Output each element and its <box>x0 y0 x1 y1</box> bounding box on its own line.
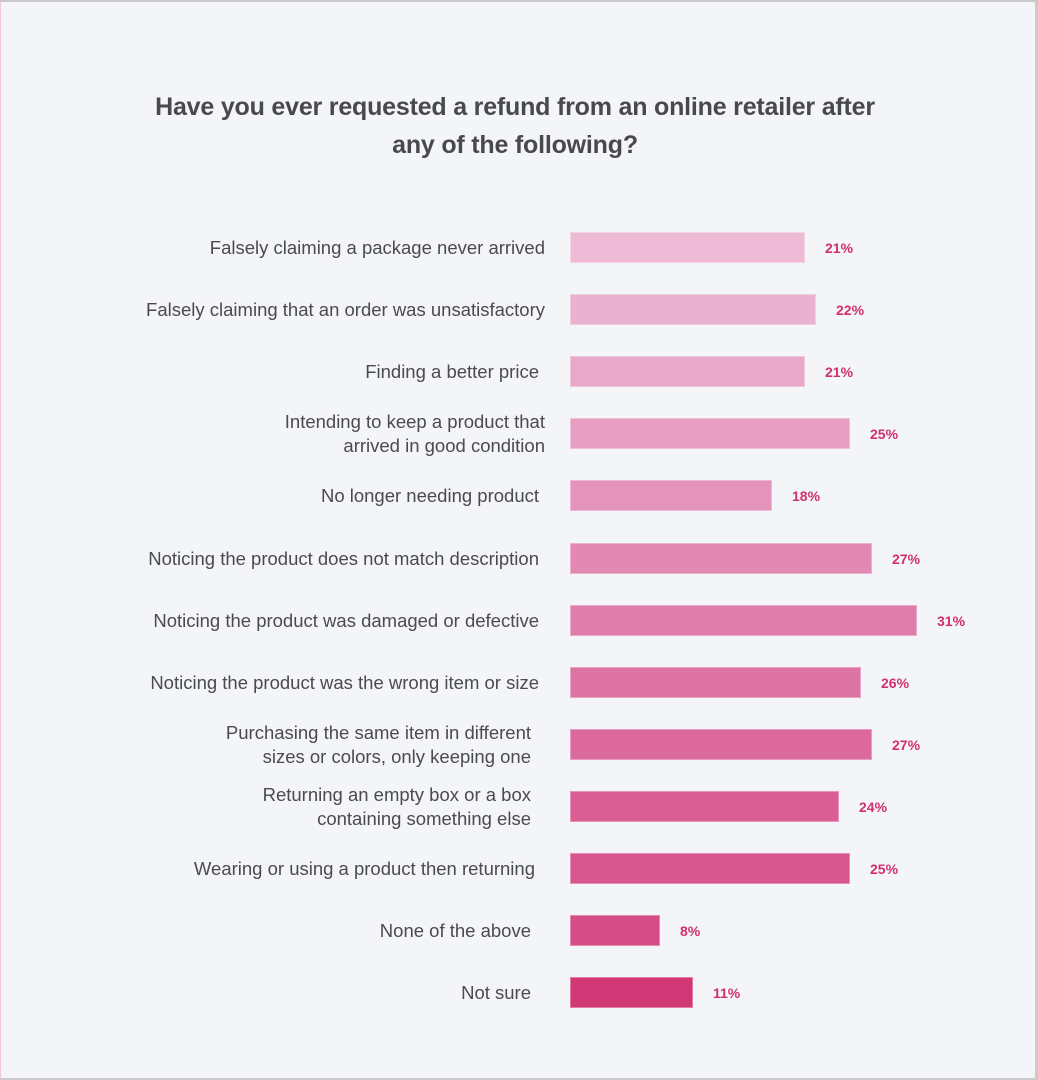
bar <box>570 977 693 1008</box>
category-label-text: None of the above <box>380 919 531 943</box>
category-label: Returning an empty box or a box containin… <box>51 778 531 836</box>
bar <box>570 543 872 574</box>
bar <box>570 915 660 946</box>
chart-row: Falsely claiming that an order was unsat… <box>0 294 1038 325</box>
category-label-line1: Noticing the product was damaged or defe… <box>153 609 539 631</box>
value-label: 27% <box>892 550 921 567</box>
bar <box>570 418 850 449</box>
chart-title: Have you ever requested a refund from an… <box>155 93 875 159</box>
category-label: Purchasing the same item in different siz… <box>51 716 531 774</box>
chart-row: No longer needing product 18% <box>0 480 1038 511</box>
chart-row: Intending to keep a product that arrived … <box>0 411 1038 456</box>
chart-row: Falsely claiming a package never arrived… <box>0 232 1038 263</box>
chart-row: Noticing the product does not match desc… <box>0 543 1038 574</box>
bar <box>570 356 805 387</box>
category-label: Not sure <box>51 977 531 1008</box>
category-label-text: Not sure <box>461 981 531 1005</box>
value-label: 11% <box>713 984 741 1001</box>
category-label-text: Falsely claiming a package never arrived <box>210 236 545 260</box>
bar <box>570 791 839 822</box>
bar <box>570 232 805 263</box>
category-label-text: Falsely claiming that an order was unsat… <box>146 298 545 322</box>
category-label-line1: None of the above <box>379 919 531 941</box>
category-label: Intending to keep a product that arrived … <box>65 405 545 463</box>
category-label-text: Noticing the product was the wrong item … <box>150 671 539 695</box>
category-label-text: Finding a better price <box>365 360 539 384</box>
chart-row: Purchasing the same item in different siz… <box>0 722 1038 767</box>
category-label-line1: Noticing the product was the wrong item … <box>150 671 539 693</box>
category-label-line1: Intending to keep a product that <box>284 411 545 432</box>
bar <box>570 480 772 511</box>
category-label: Falsely claiming a package never arrived <box>65 232 545 263</box>
value-label: 8% <box>680 922 701 939</box>
category-label: Wearing or using a product then returnin… <box>55 853 535 884</box>
value-label: 31% <box>937 612 966 629</box>
chart-row: Wearing or using a product then returnin… <box>0 853 1038 884</box>
category-label: None of the above <box>51 915 531 946</box>
category-label: Noticing the product was damaged or defe… <box>59 605 539 636</box>
chart-row: Finding a better price 21% <box>0 356 1038 387</box>
category-label-text: Returning an empty box or a box containin… <box>263 783 531 831</box>
chart-row: Returning an empty box or a box containin… <box>0 784 1038 829</box>
category-label-line2: sizes or colors, only keeping one <box>262 746 531 767</box>
bar <box>570 294 816 325</box>
category-label-line1: Wearing or using a product then returnin… <box>193 857 535 879</box>
value-label: 27% <box>892 736 921 753</box>
category-label-line1: Purchasing the same item in different <box>225 722 531 743</box>
category-label-line2: containing something else <box>317 808 531 829</box>
value-label: 26% <box>881 674 910 691</box>
category-label-text: Purchasing the same item in different siz… <box>226 721 531 769</box>
value-label: 22% <box>836 301 865 318</box>
category-label-text: Noticing the product does not match desc… <box>148 547 539 571</box>
bar <box>570 605 917 636</box>
frame-left-border <box>0 2 1 1080</box>
category-label-text: Noticing the product was damaged or defe… <box>153 609 539 633</box>
chart-row: Noticing the product was the wrong item … <box>0 667 1038 698</box>
category-label: No longer needing product <box>59 480 539 511</box>
category-label-line1: Finding a better price <box>365 360 539 382</box>
category-label-line1: Not sure <box>461 981 531 1003</box>
category-label-text: No longer needing product <box>321 484 539 508</box>
category-label-text: Wearing or using a product then returnin… <box>194 857 535 881</box>
category-label-line1: No longer needing product <box>320 484 539 506</box>
bar <box>570 853 850 884</box>
category-label-line1: Returning an empty box or a box <box>262 784 531 805</box>
frame-top-border <box>0 0 1038 2</box>
value-label: 25% <box>870 425 899 442</box>
category-label-line1: Falsely claiming a package never arrived <box>209 236 545 258</box>
value-label: 21% <box>825 363 854 380</box>
frame-right-border <box>1035 0 1038 1080</box>
category-label: Finding a better price <box>59 356 539 387</box>
chart-row: Noticing the product was damaged or defe… <box>0 605 1038 636</box>
category-label: Falsely claiming that an order was unsat… <box>65 294 545 325</box>
category-label-line2: arrived in good condition <box>343 435 545 456</box>
chart-row: None of the above 8% <box>0 915 1038 946</box>
category-label: Noticing the product was the wrong item … <box>59 667 539 698</box>
category-label: Noticing the product does not match desc… <box>59 543 539 574</box>
bar <box>570 729 872 760</box>
value-label: 21% <box>825 239 854 256</box>
category-label-line1: Falsely claiming that an order was unsat… <box>146 298 545 320</box>
frame-bottom-border <box>0 1078 1038 1080</box>
chart-row: Not sure 11% <box>0 977 1038 1008</box>
value-label: 18% <box>792 487 821 504</box>
value-label: 25% <box>870 860 899 877</box>
bar <box>570 667 861 698</box>
value-label: 24% <box>859 798 888 815</box>
category-label-text: Intending to keep a product that arrived … <box>285 410 545 458</box>
category-label-line1: Noticing the product does not match desc… <box>148 547 539 569</box>
